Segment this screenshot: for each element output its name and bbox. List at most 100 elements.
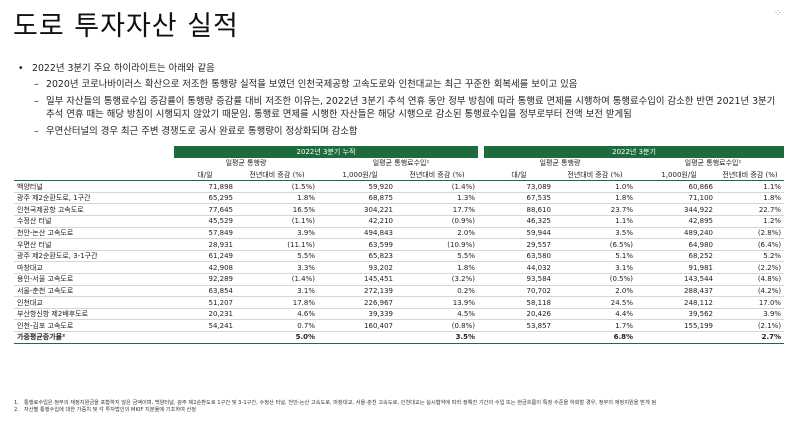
table-row: 천안-논산 고속도로 57,849 3.9% 494,843 2.0% 59,944 3.5…	[14, 227, 785, 240]
value-cell: 68,875	[324, 192, 396, 205]
asset-name: 가중평균증가율²	[14, 331, 174, 344]
value-cell: 39,339	[324, 308, 396, 321]
value-cell: 60,866	[642, 180, 716, 193]
asset-name: 인천-김포 고속도로	[14, 319, 174, 332]
change-cell: 17.0%	[716, 296, 785, 309]
change-cell: (2.1%)	[716, 319, 785, 332]
change-cell: (4.2%)	[716, 285, 785, 298]
value-cell: 160,407	[324, 319, 396, 332]
footnote-number: 2.	[14, 407, 19, 413]
asset-name: 수정산 터널	[14, 215, 174, 228]
sub-bullet: – 일부 자산들의 통행료수입 증감률이 통행량 증감률 대비 저조한 이유는,…	[18, 95, 786, 121]
change-cell: (1.5%)	[236, 180, 318, 193]
change-cell: 4.5%	[396, 308, 478, 321]
value-cell: 248,112	[642, 296, 716, 309]
sub-bullet: – 우면산터널의 경우 최근 주변 경쟁도로 공사 완료로 통행량이 정상화되며…	[18, 125, 786, 138]
asset-name: 광주 제2순환도로, 1구간	[14, 192, 174, 205]
sub-header-row: 대/일 전년대비 증감 (%) 1,000원/일 전년대비 증감 (%) 대/일…	[14, 169, 785, 182]
change-cell: 3.3%	[236, 261, 318, 275]
change-cell: 5.1%	[554, 250, 636, 263]
table-row: 백양터널 71,898 (1.5%) 59,920 (1.4%) 73,089 1.0% 60…	[14, 180, 785, 193]
asset-name: 백양터널	[14, 180, 174, 193]
column-header: 대/일	[174, 169, 236, 182]
change-cell: 1.8%	[716, 192, 785, 205]
change-cell: 5.0%	[236, 331, 318, 344]
value-cell: 71,100	[642, 192, 716, 205]
change-cell: 1.7%	[554, 319, 636, 332]
sub-bullet-text: 2020년 코로나바이러스 확산으로 저조한 통행량 실적을 보였던 인천국제공…	[46, 79, 578, 90]
value-cell: 91,981	[642, 261, 716, 275]
column-header: 전년대비 증감 (%)	[396, 169, 478, 182]
value-cell: 20,426	[484, 308, 554, 321]
value-cell: 59,944	[484, 227, 554, 240]
bullet-main: • 2022년 3분기 주요 하이라이트는 아래와 같음	[18, 62, 786, 75]
value-cell: 28,931	[174, 238, 236, 251]
value-cell: 145,451	[324, 273, 396, 286]
change-cell: 13.9%	[396, 296, 478, 309]
table-row: 용인-서울 고속도로 92,289 (1.4%) 145,451 (3.2%) 93,58…	[14, 273, 785, 286]
change-cell: (1.1%)	[236, 215, 318, 228]
change-cell: 1.8%	[236, 192, 318, 205]
value-cell: 88,610	[484, 203, 554, 217]
value-cell	[324, 331, 396, 344]
bullet-main-text: 2022년 3분기 주요 하이라이트는 아래와 같음	[32, 63, 215, 74]
value-cell: 20,231	[174, 308, 236, 321]
value-cell: 59,920	[324, 180, 396, 193]
value-cell: 57,849	[174, 227, 236, 240]
group-header: 일평균 통행료수입¹	[372, 159, 430, 168]
change-cell: 17.7%	[396, 203, 478, 217]
traffic-table: 2022년 3분기 누적 2022년 3분기 일평균 통행량 일평균 통행료수입…	[14, 146, 785, 344]
value-cell: 71,898	[174, 180, 236, 193]
change-cell: 3.9%	[716, 308, 785, 321]
table-row: 수정산 터널 45,529 (1.1%) 42,210 (0.9%) 46,325 1.1%…	[14, 215, 785, 228]
column-header: 전년대비 증감 (%)	[554, 169, 636, 182]
value-cell: 65,295	[174, 192, 236, 205]
value-cell: 58,118	[484, 296, 554, 309]
footnotes: 1. 통행료수입은 정부의 재정지원금을 포함하지 않은 금액이며, 백양터널,…	[14, 400, 784, 414]
table-row: 인천대교 51,207 17.8% 226,967 13.9% 58,118 24.5% 24…	[14, 296, 785, 309]
footnote-text: 통행료수입은 정부의 재정지원금을 포함하지 않은 금액이며, 백양터널, 광주…	[24, 400, 657, 406]
value-cell: 143,544	[642, 273, 716, 286]
asset-name: 광주 제2순환도로, 3-1구간	[14, 250, 174, 263]
change-cell: 1.8%	[554, 192, 636, 205]
asset-name: 인천대교	[14, 296, 174, 309]
change-cell: (0.5%)	[554, 273, 636, 286]
change-cell: (0.8%)	[396, 319, 478, 332]
column-header: 1,000원/일	[642, 169, 716, 182]
footnote-number: 1.	[14, 400, 19, 406]
change-cell: (2.8%)	[716, 227, 785, 240]
value-cell	[642, 331, 716, 344]
change-cell: 3.5%	[396, 331, 478, 344]
change-cell: 24.5%	[554, 296, 636, 309]
table-row: 인천-김포 고속도로 54,241 0.7% 160,407 (0.8%) 53,857 1…	[14, 319, 785, 332]
change-cell: 22.7%	[716, 203, 785, 217]
table-row: 서울-춘천 고속도로 63,854 3.1% 272,139 0.2% 70,702 2.0…	[14, 285, 785, 298]
value-cell: 68,252	[642, 250, 716, 263]
group-header: 일평균 통행료수입¹	[684, 159, 742, 168]
sub-bullet-text: 일부 자산들의 통행료수입 증감률이 통행량 증감률 대비 저조한 이유는, 2…	[46, 96, 776, 120]
change-cell: 3.1%	[554, 261, 636, 275]
change-cell: 5.2%	[716, 250, 785, 263]
table-row: 광주 제2순환도로, 1구간 65,295 1.8% 68,875 1.3% 67,535…	[14, 192, 785, 205]
change-cell: 5.5%	[396, 250, 478, 263]
dash-icon: –	[34, 79, 39, 90]
period-header: 2022년 3분기	[484, 146, 785, 158]
value-cell	[174, 331, 236, 344]
highlights: • 2022년 3분기 주요 하이라이트는 아래와 같음 – 2020년 코로나…	[18, 62, 786, 142]
footnote: 1. 통행료수입은 정부의 재정지원금을 포함하지 않은 금액이며, 백양터널,…	[14, 400, 784, 407]
asset-name: 부산항신항 제2배후도로	[14, 308, 174, 321]
value-cell: 44,032	[484, 261, 554, 275]
group-header-row: 일평균 통행량 일평균 통행료수입¹ 일평균 통행량 일평균 통행료수입¹	[14, 158, 784, 170]
change-cell: 3.5%	[554, 227, 636, 240]
value-cell: 54,241	[174, 319, 236, 332]
change-cell: (6.5%)	[554, 238, 636, 251]
value-cell: 42,210	[324, 215, 396, 228]
change-cell: 3.1%	[236, 285, 318, 298]
value-cell: 73,089	[484, 180, 554, 193]
change-cell: 4.4%	[554, 308, 636, 321]
value-cell: 226,967	[324, 296, 396, 309]
value-cell: 53,857	[484, 319, 554, 332]
value-cell: 93,584	[484, 273, 554, 286]
value-cell: 67,535	[484, 192, 554, 205]
value-cell: 288,437	[642, 285, 716, 298]
